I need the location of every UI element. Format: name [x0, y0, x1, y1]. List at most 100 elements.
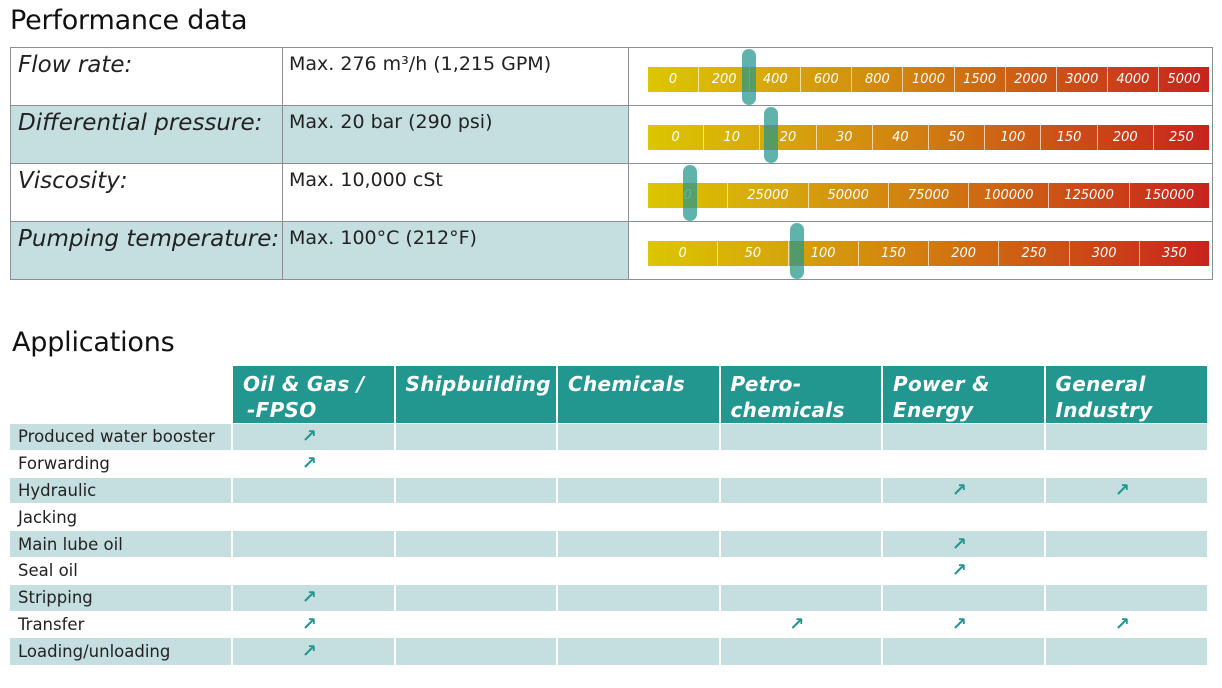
gauge-tick-label: 250: [1169, 130, 1194, 145]
performance-value: Max. 10,000 cSt: [282, 163, 629, 222]
gauge-cell: 0 200 400 600 800 1000 1500 2000 3000 4000 5000: [628, 47, 1213, 106]
gauge-tick-label: 100: [789, 241, 859, 266]
empty-cell: [393, 423, 557, 451]
industry-header: Shipbuilding: [393, 366, 557, 424]
performance-value: Max. 20 bar (290 psi): [282, 105, 629, 164]
empty-cell: [718, 637, 882, 665]
performance-row: Viscosity:Max. 10,000 cSt025000500007500…: [10, 163, 1213, 222]
empty-cell: [1043, 449, 1207, 478]
empty-cell: [881, 449, 1045, 478]
gauge-tick-label: 30: [817, 125, 873, 150]
gauge-tick-label: 1000: [903, 67, 955, 92]
empty-cell: [718, 530, 882, 558]
application-row: Loading/unloading ↗: [10, 637, 1207, 665]
empty-cell: [718, 423, 882, 451]
applicable-arrow-icon: ↗: [718, 610, 882, 638]
empty-cell: [1043, 423, 1207, 451]
performance-row: Pumping temperature: Max. 100°C (212°F) 0 5…: [10, 221, 1213, 280]
gauge-tick-label: 300: [1070, 241, 1140, 266]
empty-cell: [881, 637, 1045, 665]
applications-table: Oil & Gas / -FPSO Shipbuilding Chemicals Pet…: [10, 366, 1207, 665]
application-row: Main lube oil ↗: [10, 530, 1207, 558]
gauge-tick-label: 150000: [1144, 188, 1195, 203]
gauge-cell: 0 10 20 30 40 50 100 150 200 250: [628, 105, 1213, 164]
gauge-tick-label: 4000: [1108, 67, 1159, 92]
empty-cell: [393, 556, 557, 585]
industry-header: Oil & Gas / -FPSO: [231, 366, 395, 424]
empty-cell: [718, 503, 882, 531]
empty-cell: [231, 530, 395, 558]
empty-cell: [881, 583, 1045, 612]
empty-cell: [1043, 556, 1207, 585]
industry-header: Power & Energy: [881, 366, 1045, 424]
industry-header-line1: Petro-: [730, 372, 802, 396]
industry-header-line2: chemicals: [730, 398, 845, 422]
gauge-tick-label: 3000: [1057, 67, 1108, 92]
gauge-tick-label: 50: [718, 241, 789, 266]
application-row: Seal oil ↗: [10, 556, 1207, 585]
empty-cell: [556, 583, 720, 612]
gauge-tick-label: 125000: [1049, 183, 1130, 208]
applicable-arrow-icon: ↗: [881, 610, 1045, 638]
empty-cell: [1043, 637, 1207, 665]
gauge-tick-label: 400: [750, 67, 802, 92]
gauge-tick-label: 150: [859, 241, 929, 266]
gauge-tick-label: 0: [648, 67, 700, 92]
gauge-tick-label: 25000: [728, 183, 809, 208]
header-corner: [10, 366, 232, 424]
applicable-arrow-icon: ↗: [1043, 610, 1207, 638]
gauge-max-marker: [764, 107, 779, 163]
performance-label: Viscosity:: [10, 163, 283, 222]
gauge-tick-label: 5000: [1167, 72, 1201, 87]
gauge-max-marker: [741, 49, 756, 105]
performance-label: Flow rate:: [10, 47, 283, 106]
gauge-tick-label: 20: [760, 125, 817, 150]
applicable-arrow-icon: ↗: [231, 637, 395, 665]
applicable-arrow-icon: ↗: [881, 556, 1045, 585]
industry-header-line2: Industry: [1055, 398, 1153, 422]
application-row: Hydraulic ↗ ↗: [10, 476, 1207, 504]
gauge-cell: 0 50 100 150 200 250 300 350: [628, 221, 1213, 280]
applicable-arrow-icon: ↗: [231, 583, 395, 612]
application-name: Transfer: [10, 610, 232, 638]
application-name: Stripping: [10, 583, 232, 612]
gauge-tick-label: 50: [929, 125, 986, 150]
empty-cell: [393, 476, 557, 504]
industry-header-line1: Power &: [893, 372, 990, 396]
gauge-tick-label: 150: [1041, 125, 1098, 150]
gauge-scale-bar: 0 10 20 30 40 50 100 150 200 250: [648, 125, 1209, 150]
empty-cell: [393, 583, 557, 612]
gauge-tick-label: 2000: [1006, 67, 1057, 92]
performance-value: Max. 100°C (212°F): [282, 221, 629, 280]
gauge-tick-label: 0: [648, 125, 705, 150]
industry-header-line2: -FPSO: [247, 398, 317, 422]
applicable-arrow-icon: ↗: [231, 449, 395, 478]
empty-cell: [556, 423, 720, 451]
gauge-max-marker: [789, 223, 804, 279]
gauge-tick-label: 0: [648, 241, 719, 266]
gauge-cell: 0250005000075000100000125000150000: [628, 163, 1213, 222]
gauge-tick-label: 75000: [889, 183, 970, 208]
application-name: Jacking: [10, 503, 232, 531]
gauge-scale-bar: 0 200 400 600 800 1000 1500 2000 3000 4000 5000: [648, 67, 1209, 92]
empty-cell: [1043, 503, 1207, 531]
empty-cell: [881, 503, 1045, 531]
application-row: Produced water booster ↗: [10, 423, 1207, 451]
industry-header-line1: General: [1055, 372, 1146, 396]
gauge-tick-label: 600: [801, 67, 853, 92]
gauge-tick-label: 100000: [969, 183, 1050, 208]
industry-header: Petro-chemicals: [718, 366, 882, 424]
empty-cell: [556, 610, 720, 638]
application-name: Forwarding: [10, 449, 232, 478]
gauge-scale-bar: 0 50 100 150 200 250 300 350: [648, 241, 1209, 266]
empty-cell: [718, 556, 882, 585]
performance-title: Performance data: [10, 5, 248, 36]
gauge-tick-label: 800: [852, 67, 904, 92]
gauge-tick-label: 100: [985, 125, 1042, 150]
application-name: Loading/unloading: [10, 637, 232, 665]
performance-row: Differential pressure: Max. 20 bar (290 p…: [10, 105, 1213, 164]
empty-cell: [393, 449, 557, 478]
empty-cell: [556, 637, 720, 665]
applicable-arrow-icon: ↗: [881, 476, 1045, 504]
application-name: Seal oil: [10, 556, 232, 585]
